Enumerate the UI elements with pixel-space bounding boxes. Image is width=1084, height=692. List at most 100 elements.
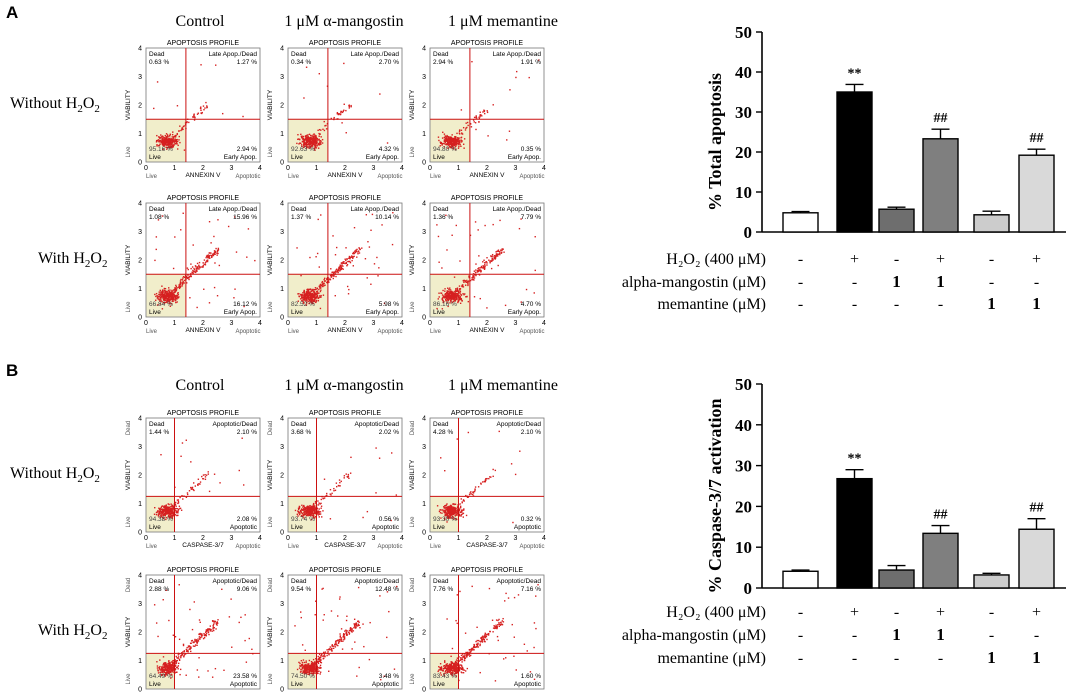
event-dot: [453, 293, 455, 296]
event-dot: [448, 296, 450, 299]
event-dot: [498, 252, 501, 255]
event-dot: [460, 137, 462, 139]
event-dot: [456, 667, 459, 669]
event-dot: [312, 512, 314, 515]
event-dot: [459, 302, 462, 304]
event-dot: [181, 654, 184, 656]
event-dot: [156, 145, 158, 147]
event-dot: [513, 636, 515, 638]
event-dot: [306, 299, 308, 301]
event-dot: [167, 296, 170, 299]
event-dot: [172, 292, 174, 295]
x-tick-label: 2: [343, 165, 347, 172]
event-dot: [437, 670, 439, 673]
event-dot: [307, 146, 309, 148]
event-dot: [352, 256, 354, 258]
event-dot: [482, 111, 484, 113]
event-dot: [202, 478, 204, 480]
event-dot: [176, 138, 178, 141]
event-dot: [298, 513, 301, 516]
event-dot: [166, 674, 168, 676]
event-dot: [204, 264, 207, 266]
event-dot: [169, 138, 172, 141]
event-dot: [449, 142, 451, 144]
event-dot: [306, 294, 308, 297]
event-dot: [476, 271, 479, 273]
event-dot: [312, 300, 314, 302]
event-dot: [311, 135, 313, 137]
event-dot: [322, 510, 324, 512]
event-dot: [451, 139, 453, 141]
event-dot: [308, 666, 310, 669]
event-dot: [190, 272, 192, 275]
event-dot: [333, 271, 336, 273]
event-dot: [458, 670, 461, 672]
event-dot: [520, 301, 522, 303]
event-dot: [447, 136, 450, 138]
event-dot: [445, 513, 447, 516]
quadrant-value-lower-left: 74.50 %: [291, 673, 315, 680]
event-dot: [174, 664, 177, 666]
event-dot: [458, 294, 460, 297]
event-dot: [171, 515, 173, 518]
event-dot: [254, 259, 256, 262]
event-dot: [305, 145, 307, 148]
y-axis-label: VIABILITY: [125, 616, 132, 647]
event-dot: [168, 619, 170, 622]
event-dot: [438, 139, 440, 142]
event-dot: [314, 134, 316, 136]
event-dot: [320, 284, 323, 287]
event-dot: [314, 288, 316, 291]
event-dot: [203, 263, 205, 266]
event-dot: [163, 666, 165, 668]
event-dot: [251, 648, 253, 651]
event-dot: [181, 127, 183, 130]
event-dot: [297, 134, 299, 136]
event-dot: [338, 641, 340, 644]
event-dot: [162, 291, 165, 293]
event-dot: [308, 673, 310, 676]
event-dot: [379, 595, 381, 597]
event-dot: [354, 250, 356, 252]
event-dot: [318, 292, 320, 294]
event-dot: [159, 513, 161, 515]
event-dot: [211, 256, 213, 258]
event-dot: [453, 673, 456, 675]
event-dot: [441, 512, 443, 514]
event-dot: [175, 141, 178, 143]
event-dot: [309, 668, 311, 670]
event-dot: [168, 291, 170, 293]
event-dot: [313, 143, 316, 145]
y-corner-live: Live: [126, 146, 132, 158]
event-dot: [187, 645, 190, 647]
event-dot: [167, 672, 170, 674]
y-tick-label: 4: [138, 46, 142, 53]
event-dot: [480, 483, 482, 485]
event-dot: [392, 212, 394, 214]
event-dot: [177, 144, 179, 147]
event-dot: [168, 661, 170, 663]
event-dot: [315, 137, 317, 140]
event-dot: [471, 278, 473, 281]
event-dot: [197, 112, 200, 114]
event-dot: [460, 129, 463, 131]
event-dot: [519, 450, 521, 452]
event-dot: [163, 144, 165, 146]
event-dot: [371, 213, 374, 216]
event-dot: [476, 643, 478, 645]
event-dot: [170, 140, 172, 142]
event-dot: [205, 255, 208, 257]
event-dot: [304, 649, 306, 652]
scatter-points: [436, 214, 536, 310]
event-dot: [331, 644, 334, 646]
event-dot: [338, 639, 341, 641]
event-dot: [463, 655, 466, 657]
event-dot: [466, 121, 469, 124]
event-dot: [230, 598, 232, 600]
event-dot: [211, 676, 214, 678]
event-dot: [451, 145, 454, 147]
event-dot: [492, 259, 494, 261]
event-dot: [300, 512, 303, 514]
event-dot: [445, 295, 448, 297]
event-dot: [170, 143, 173, 146]
